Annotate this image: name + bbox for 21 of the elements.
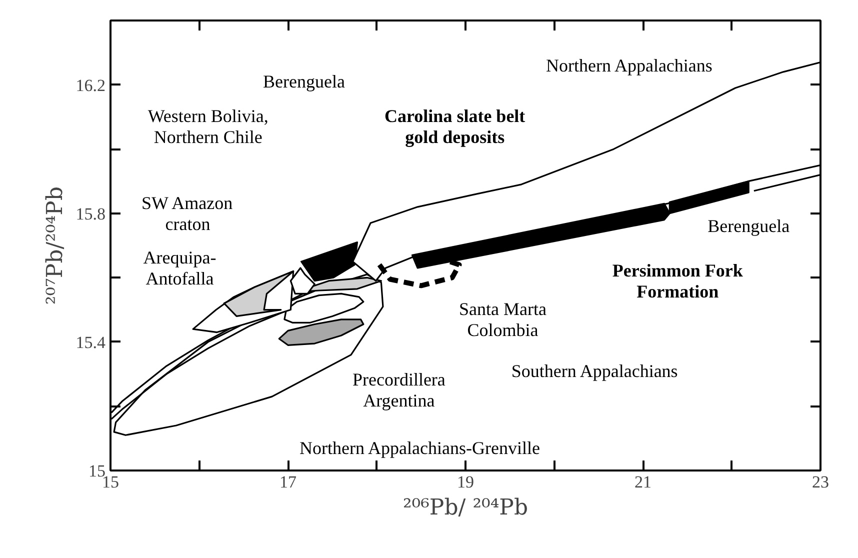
annotation: Western Bolivia, Northern Chile xyxy=(148,106,268,148)
y-tick-label: 15.8 xyxy=(76,204,106,224)
x-axis-title: ²⁰⁶Pb/ ²⁰⁴Pb xyxy=(402,496,528,520)
annotation: SW Amazon craton xyxy=(141,192,233,234)
y-tick-label: 15.4 xyxy=(76,332,106,352)
x-tick-label: 19 xyxy=(457,472,474,492)
x-tick-label: 23 xyxy=(812,472,829,492)
annotation: Northern Appalachians-Grenville xyxy=(300,438,540,458)
annotation: Northern Appalachians xyxy=(546,56,712,76)
annotation: Carolina slate belt gold deposits xyxy=(384,106,526,148)
annotation: Arequipa- Antofalla xyxy=(143,248,216,288)
annotation: Berenguela xyxy=(708,216,790,236)
annotation: Precordillera Argentina xyxy=(352,370,446,411)
annotation: Persimmon Fork Formation xyxy=(612,260,743,302)
x-tick-label: 17 xyxy=(280,472,297,492)
annotation: Santa Marta Colombia xyxy=(459,298,547,340)
y-axis-title: ²⁰⁷Pb/²⁰⁴Pb xyxy=(42,186,68,305)
x-tick-label: 21 xyxy=(634,472,652,492)
y-tick-label: 16.2 xyxy=(76,76,106,95)
annotation: Southern Appalachians xyxy=(511,360,678,381)
annotation: Berenguela xyxy=(262,72,345,92)
